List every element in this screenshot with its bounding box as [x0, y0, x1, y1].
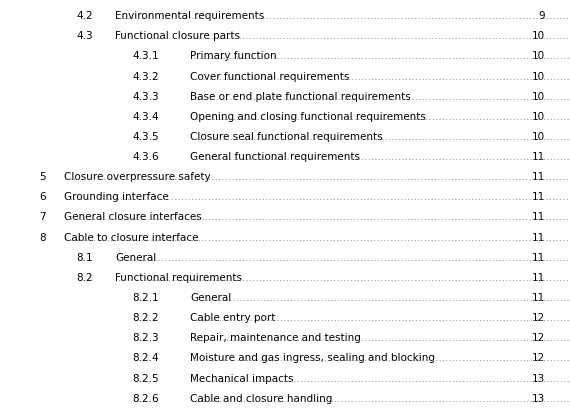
Text: 10: 10 [532, 71, 545, 81]
Text: 8.2.3: 8.2.3 [132, 333, 158, 342]
Text: 4.3.5: 4.3.5 [132, 132, 158, 142]
Text: 8.2: 8.2 [76, 272, 93, 282]
Text: ................................................................................: ........................................… [193, 51, 570, 61]
Text: ................................................................................: ........................................… [193, 333, 570, 342]
Text: 4.3.1: 4.3.1 [132, 51, 158, 61]
Text: ................................................................................: ........................................… [193, 132, 570, 142]
Text: 8.2.2: 8.2.2 [132, 312, 158, 322]
Text: ................................................................................: ........................................… [67, 172, 570, 182]
Text: 4.3.6: 4.3.6 [132, 152, 158, 162]
Text: General: General [190, 292, 231, 302]
Text: 8.2.6: 8.2.6 [132, 393, 158, 403]
Text: Moisture and gas ingress, sealing and blocking: Moisture and gas ingress, sealing and bl… [190, 353, 435, 363]
Text: 10: 10 [532, 31, 545, 41]
Text: ................................................................................: ........................................… [67, 212, 570, 222]
Text: 11: 11 [532, 232, 545, 242]
Text: ................................................................................: ........................................… [67, 232, 570, 242]
Text: 8.2.5: 8.2.5 [132, 373, 158, 383]
Text: 11: 11 [532, 272, 545, 282]
Text: ................................................................................: ........................................… [119, 31, 570, 41]
Text: General functional requirements: General functional requirements [190, 152, 360, 162]
Text: Cable entry port: Cable entry port [190, 312, 276, 322]
Text: ................................................................................: ........................................… [119, 11, 570, 21]
Text: 12: 12 [532, 333, 545, 342]
Text: Grounding interface: Grounding interface [64, 192, 169, 202]
Text: ................................................................................: ........................................… [119, 252, 570, 262]
Text: Functional requirements: Functional requirements [115, 272, 242, 282]
Text: 12: 12 [532, 312, 545, 322]
Text: 13: 13 [532, 393, 545, 403]
Text: 10: 10 [532, 112, 545, 121]
Text: Cable and closure handling: Cable and closure handling [190, 393, 333, 403]
Text: ................................................................................: ........................................… [193, 71, 570, 81]
Text: 11: 11 [532, 192, 545, 202]
Text: Environmental requirements: Environmental requirements [115, 11, 264, 21]
Text: 8.2.4: 8.2.4 [132, 353, 158, 363]
Text: ................................................................................: ........................................… [193, 373, 570, 383]
Text: General: General [115, 252, 157, 262]
Text: General closure interfaces: General closure interfaces [64, 212, 202, 222]
Text: ................................................................................: ........................................… [193, 393, 570, 403]
Text: 4.2: 4.2 [76, 11, 93, 21]
Text: ................................................................................: ........................................… [193, 353, 570, 363]
Text: 4.3.3: 4.3.3 [132, 92, 158, 101]
Text: Mechanical impacts: Mechanical impacts [190, 373, 294, 383]
Text: ................................................................................: ........................................… [193, 312, 570, 322]
Text: 4.3: 4.3 [76, 31, 93, 41]
Text: 8: 8 [39, 232, 46, 242]
Text: 11: 11 [532, 172, 545, 182]
Text: ................................................................................: ........................................… [67, 192, 570, 202]
Text: 10: 10 [532, 92, 545, 101]
Text: 11: 11 [532, 212, 545, 222]
Text: 10: 10 [532, 132, 545, 142]
Text: 13: 13 [532, 373, 545, 383]
Text: Functional closure parts: Functional closure parts [115, 31, 241, 41]
Text: 11: 11 [532, 252, 545, 262]
Text: 8.2.1: 8.2.1 [132, 292, 158, 302]
Text: 8.1: 8.1 [76, 252, 93, 262]
Text: 5: 5 [39, 172, 46, 182]
Text: 6: 6 [39, 192, 46, 202]
Text: Cable to closure interface: Cable to closure interface [64, 232, 198, 242]
Text: Repair, maintenance and testing: Repair, maintenance and testing [190, 333, 361, 342]
Text: ................................................................................: ........................................… [119, 272, 570, 282]
Text: Primary function: Primary function [190, 51, 277, 61]
Text: 7: 7 [39, 212, 46, 222]
Text: Base or end plate functional requirements: Base or end plate functional requirement… [190, 92, 411, 101]
Text: ................................................................................: ........................................… [193, 292, 570, 302]
Text: 4.3.4: 4.3.4 [132, 112, 158, 121]
Text: ................................................................................: ........................................… [193, 92, 570, 101]
Text: 12: 12 [532, 353, 545, 363]
Text: Closure overpressure safety: Closure overpressure safety [64, 172, 210, 182]
Text: 10: 10 [532, 51, 545, 61]
Text: Cover functional requirements: Cover functional requirements [190, 71, 349, 81]
Text: ................................................................................: ........................................… [193, 112, 570, 121]
Text: 4.3.2: 4.3.2 [132, 71, 158, 81]
Text: 9: 9 [539, 11, 545, 21]
Text: Closure seal functional requirements: Closure seal functional requirements [190, 132, 383, 142]
Text: ................................................................................: ........................................… [193, 152, 570, 162]
Text: Opening and closing functional requirements: Opening and closing functional requireme… [190, 112, 426, 121]
Text: 11: 11 [532, 292, 545, 302]
Text: 11: 11 [532, 152, 545, 162]
